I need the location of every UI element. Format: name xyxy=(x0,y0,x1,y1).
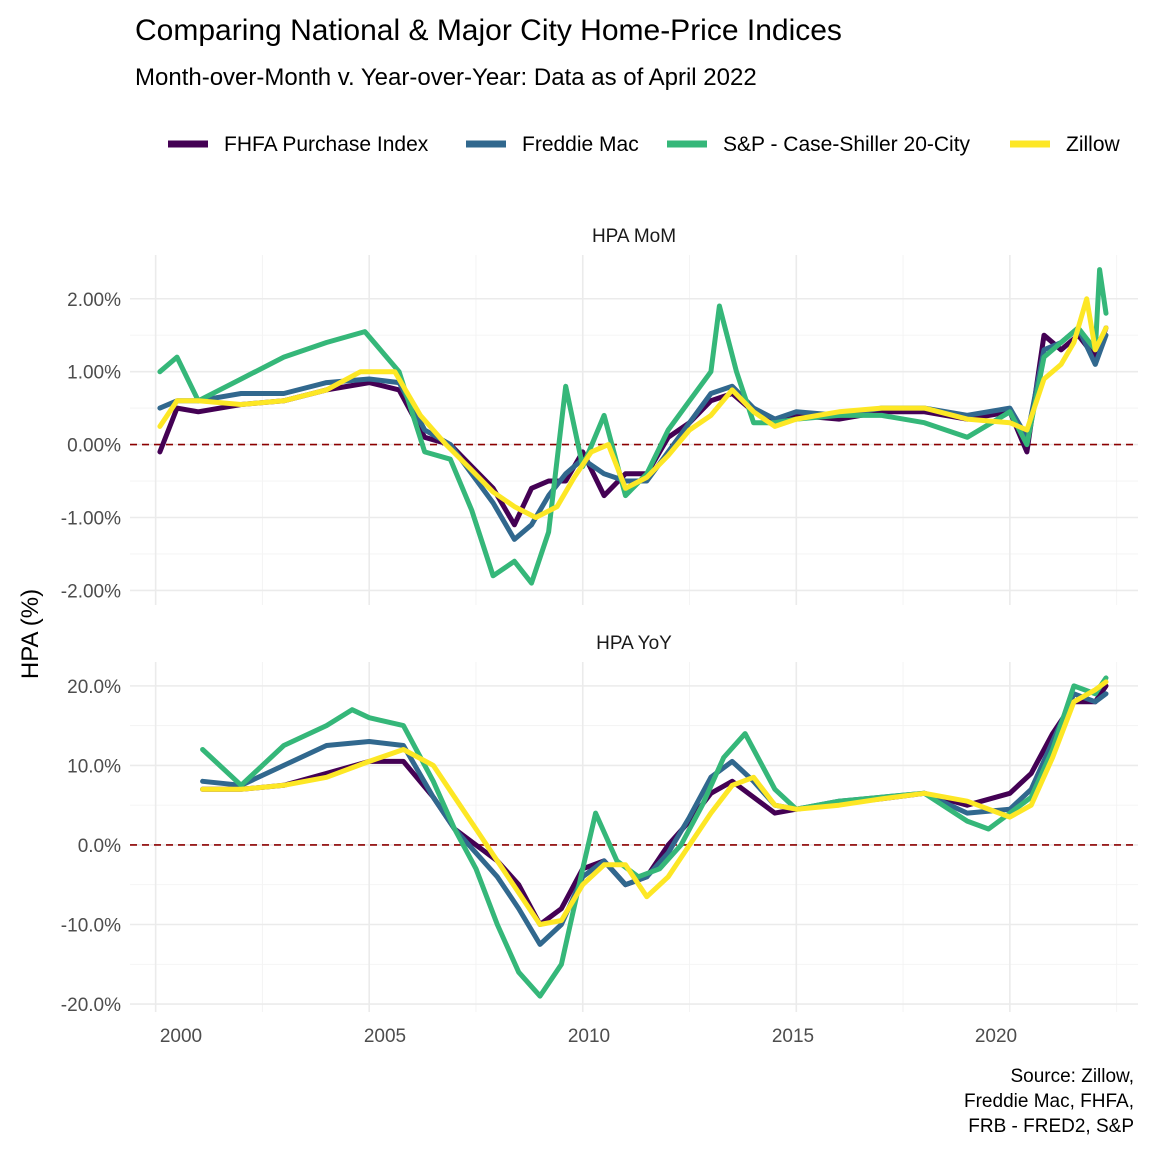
legend-label-case-shiller: S&P - Case-Shiller 20-City xyxy=(723,133,971,156)
y-tick-label: 20.0% xyxy=(67,677,121,698)
legend-label-fhfa: FHFA Purchase Index xyxy=(224,133,429,156)
series-line-zillow xyxy=(200,679,1109,927)
x-tick-label: 2010 xyxy=(568,1026,610,1047)
source-caption: Source: Zillow, Freddie Mac, FHFA, FRB -… xyxy=(964,1066,1134,1137)
y-tick-label: 0.00% xyxy=(67,436,121,457)
y-tick-label: -1.00% xyxy=(61,509,121,530)
caption-line: Freddie Mac, FHFA, xyxy=(964,1091,1134,1112)
caption-line: FRB - FRED2, S&P xyxy=(968,1116,1134,1137)
chart-title: Comparing National & Major City Home-Pri… xyxy=(135,14,842,47)
y-tick-label: 2.00% xyxy=(67,290,121,311)
series-line-s-p-case-shiller-20-city xyxy=(157,267,1109,586)
panel-strip-yoy: HPA YoY xyxy=(596,633,672,654)
legend-label-freddie-mac: Freddie Mac xyxy=(522,133,639,156)
series-line-freddie-mac xyxy=(200,691,1109,947)
y-tick-label: -20.0% xyxy=(61,995,121,1016)
y-tick-label: 1.00% xyxy=(67,363,121,384)
y-tick-label: -2.00% xyxy=(61,581,121,602)
x-axis: 2000 2005 2010 2015 2020 xyxy=(160,1026,1017,1047)
panel-mom: 2.00% 1.00% 0.00% -1.00% -2.00% xyxy=(61,255,1138,605)
chart-subtitle: Month-over-Month v. Year-over-Year: Data… xyxy=(135,64,757,91)
x-tick-label: 2015 xyxy=(772,1026,814,1047)
y-tick-label: -10.0% xyxy=(61,916,121,937)
series-line-zillow xyxy=(157,296,1109,520)
y-tick-label: 10.0% xyxy=(67,756,121,777)
legend: FHFA Purchase Index Freddie Mac S&P - Ca… xyxy=(168,133,1121,156)
y-tick-label: 0.0% xyxy=(78,836,121,857)
panel-yoy: 20.0% 10.0% 0.0% -10.0% -20.0% xyxy=(61,662,1138,1016)
series-line-s-p-case-shiller-20-city xyxy=(200,675,1109,999)
x-tick-label: 2005 xyxy=(364,1026,406,1047)
panel-strip-mom: HPA MoM xyxy=(592,226,676,247)
y-axis-label: HPA (%) xyxy=(17,589,44,679)
caption-line: Source: Zillow, xyxy=(1010,1066,1134,1087)
series-line-fhfa-purchase-index xyxy=(157,325,1109,528)
x-tick-label: 2000 xyxy=(160,1026,202,1047)
legend-label-zillow: Zillow xyxy=(1066,133,1121,156)
series-line-fhfa-purchase-index xyxy=(200,683,1109,927)
x-tick-label: 2020 xyxy=(975,1026,1017,1047)
